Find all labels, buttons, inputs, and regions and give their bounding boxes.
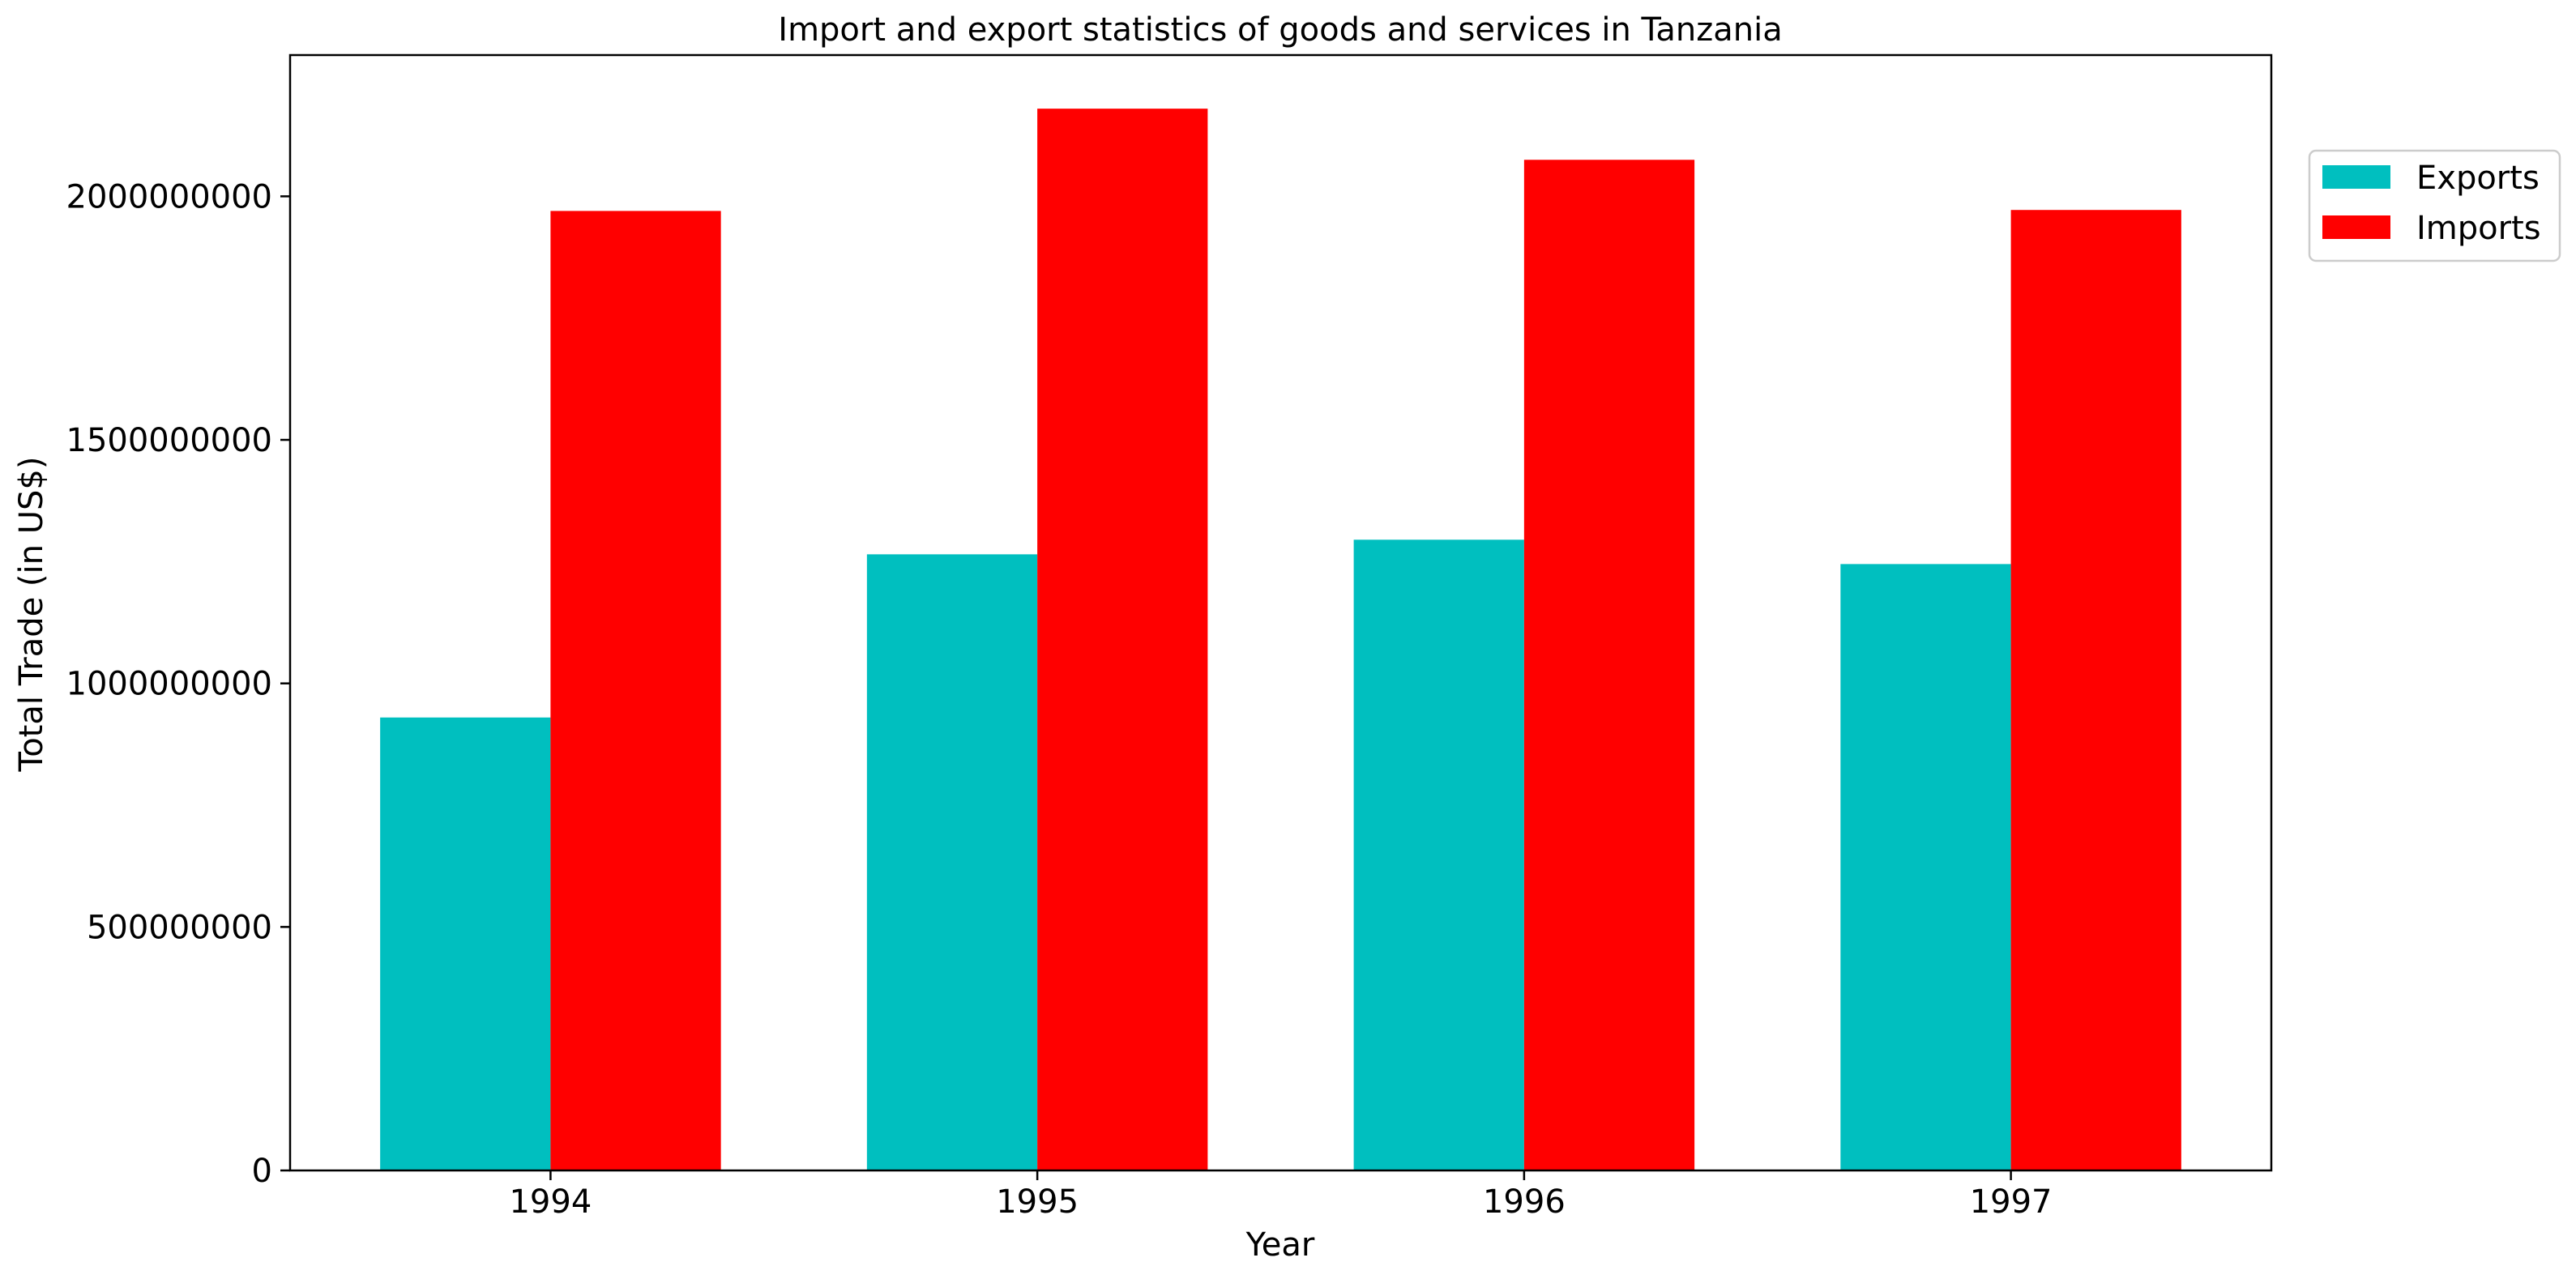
y-tick-label: 1000000000 [66, 666, 273, 703]
bar-imports-1995 [1037, 109, 1208, 1171]
x-tick-label: 1997 [1970, 1183, 2053, 1221]
y-tick-label: 1500000000 [66, 422, 273, 459]
bar-imports-1996 [1523, 160, 1695, 1171]
y-axis-label: Total Trade (in US$) [13, 457, 50, 773]
x-tick-label: 1996 [1483, 1183, 1566, 1221]
bar-exports-1995 [866, 554, 1038, 1170]
legend-swatch-exports [2322, 165, 2390, 189]
x-tick-label: 1995 [996, 1183, 1079, 1221]
bar-imports-1997 [2010, 210, 2181, 1171]
legend-label-exports: Exports [2416, 160, 2540, 197]
bar-exports-1996 [1353, 539, 1524, 1170]
y-axis: 0 500000000 1000000000 1500000000 2000000000 [66, 178, 290, 1190]
bar-imports-1994 [550, 211, 721, 1171]
bar-exports-1994 [380, 717, 551, 1170]
legend-swatch-imports [2322, 215, 2390, 239]
plot-area [380, 109, 2181, 1171]
legend: Exports Imports [2308, 149, 2561, 262]
x-tick-label: 1994 [509, 1183, 592, 1221]
plot-frame [288, 53, 2273, 1172]
y-tick-label: 0 [252, 1153, 272, 1190]
y-tick-label: 500000000 [87, 909, 272, 946]
x-axis-label: Year [1245, 1226, 1315, 1264]
y-tick-label: 2000000000 [66, 178, 273, 215]
legend-label-imports: Imports [2416, 210, 2541, 247]
bar-exports-1997 [1840, 564, 2011, 1170]
x-axis: 1994 1995 1996 1997 [509, 1170, 2053, 1221]
chart-title: Import and export statistics of goods an… [778, 11, 1782, 49]
